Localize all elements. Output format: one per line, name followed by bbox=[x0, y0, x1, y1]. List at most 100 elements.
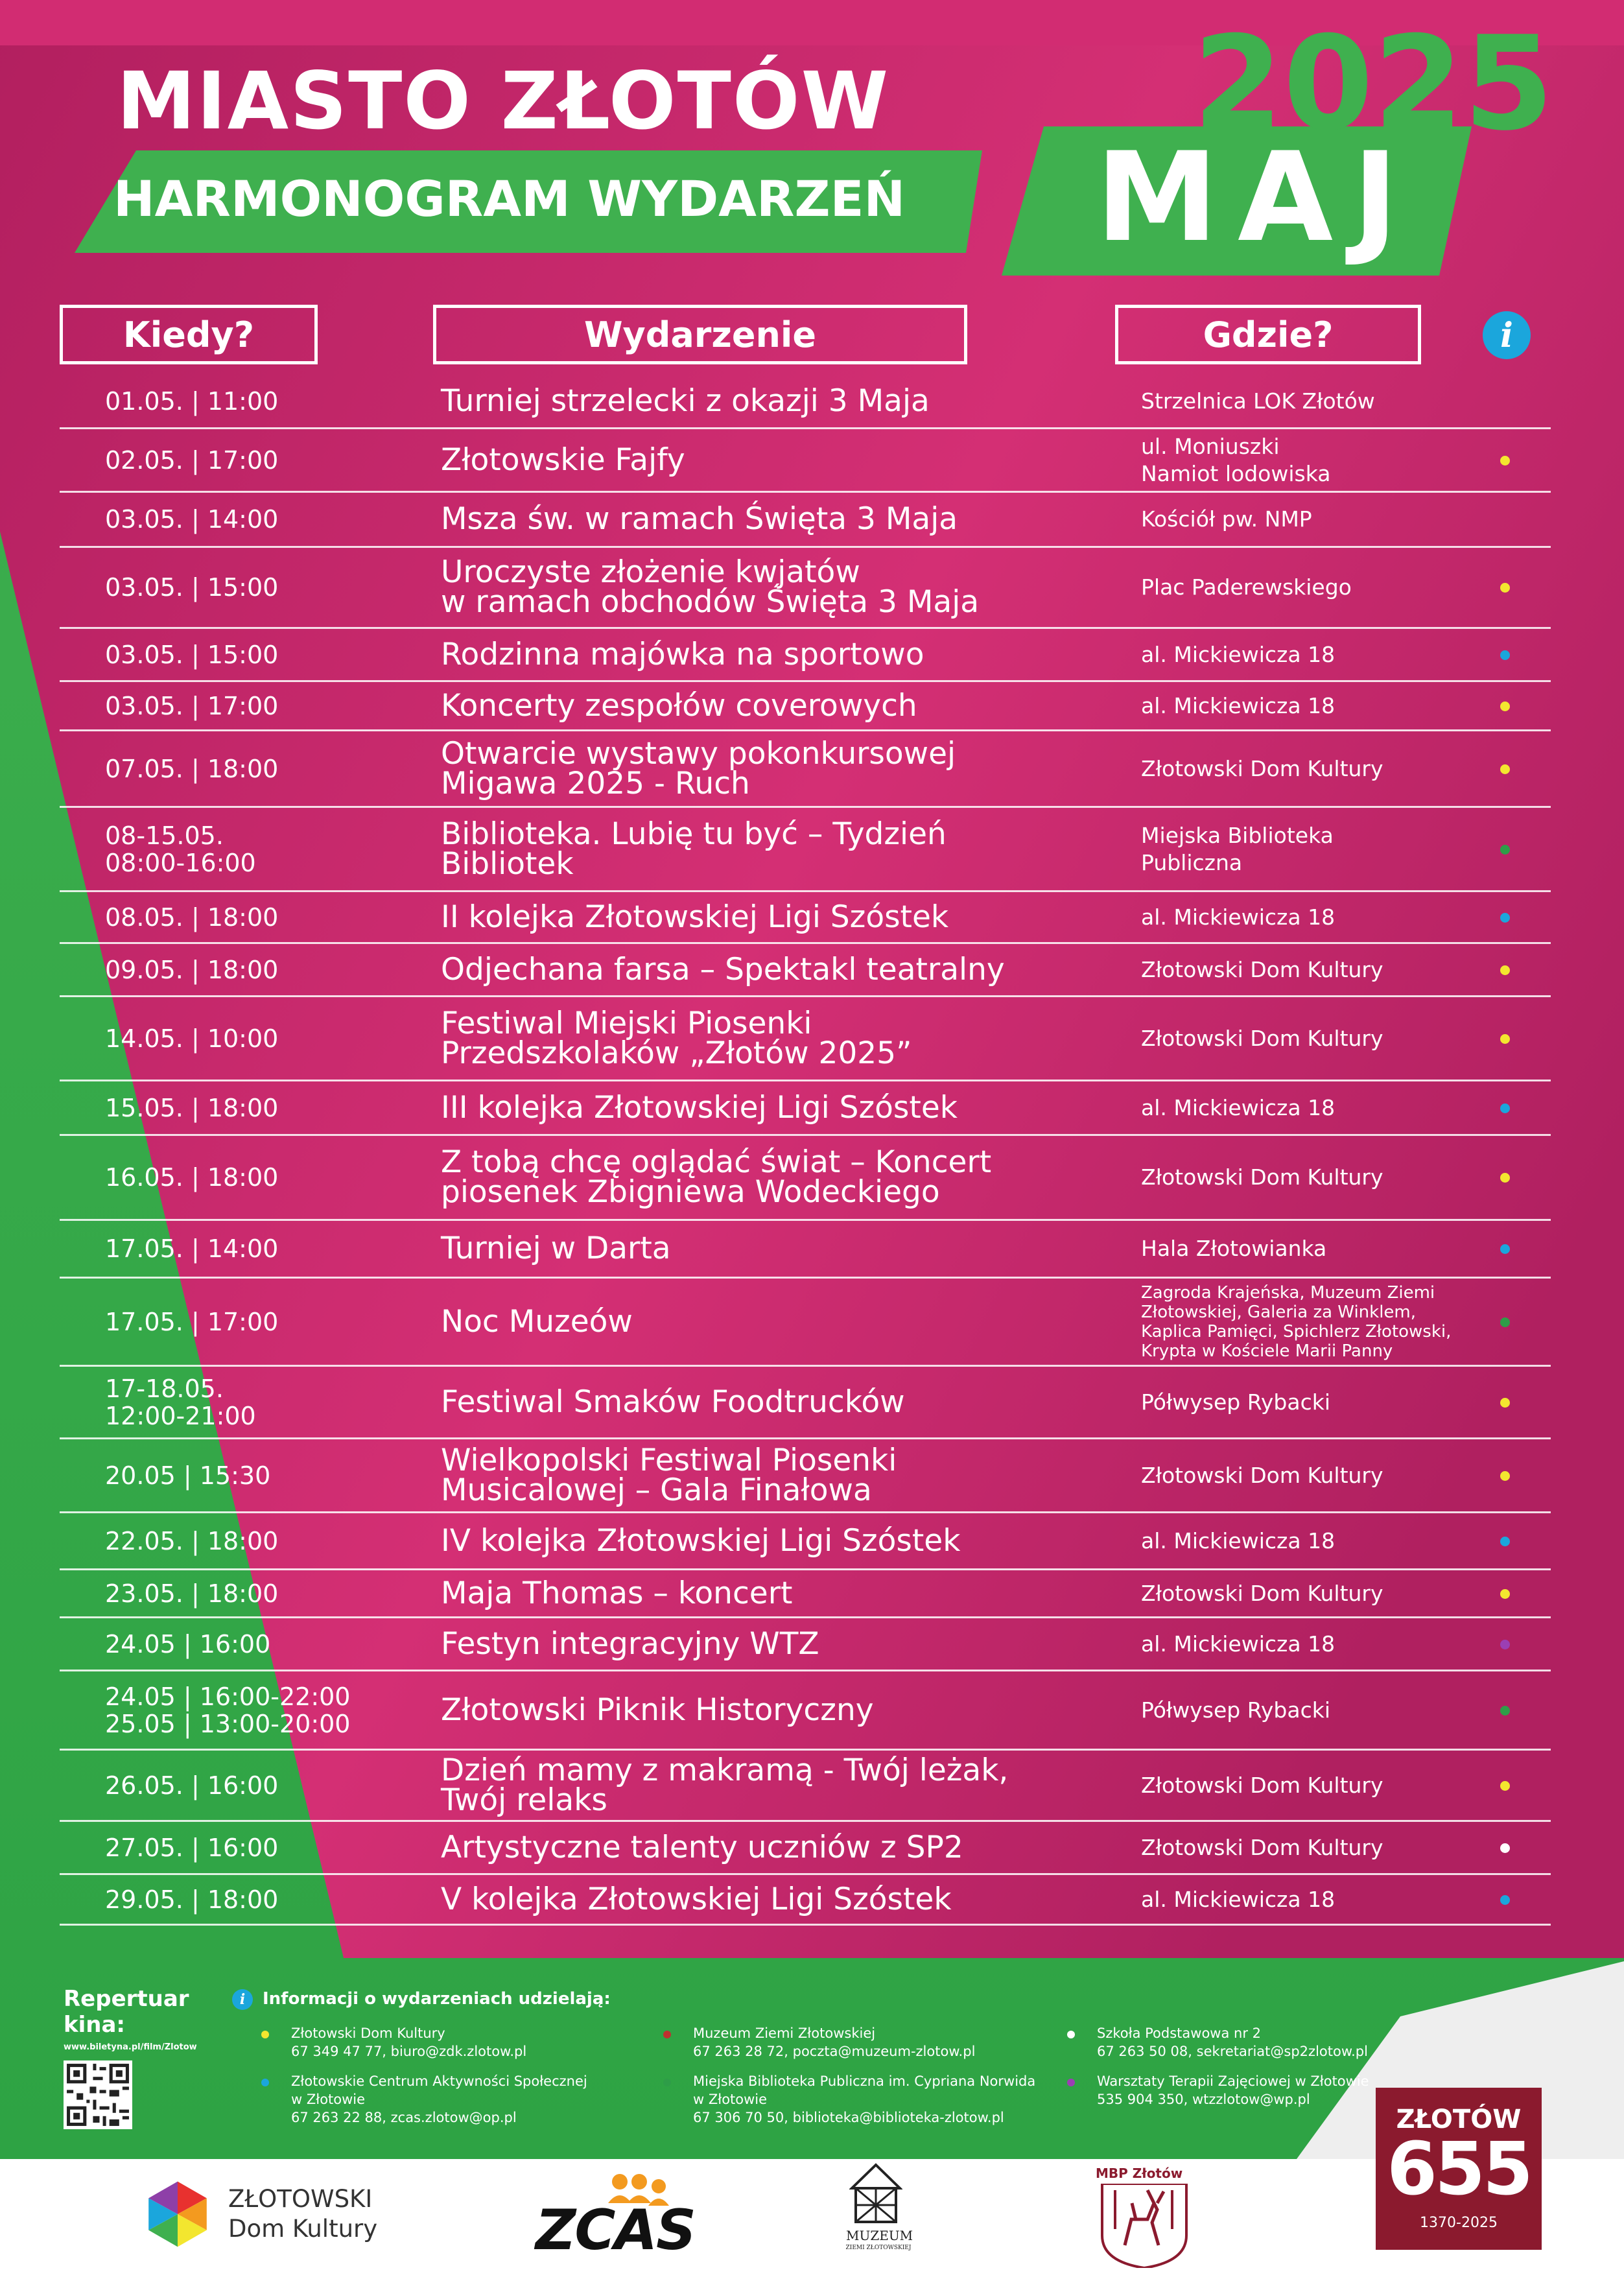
year-label: 2025 bbox=[1193, 8, 1554, 159]
organizer-dot-icon bbox=[1500, 1244, 1510, 1254]
event-date: 24.05 | 16:00 bbox=[105, 1629, 271, 1658]
table-row: 15.05. | 18:00 III kolejka Złotowskiej Li… bbox=[60, 1081, 1551, 1136]
table-row: 29.05. | 18:00 V kolejka Złotowskiej Ligi… bbox=[60, 1875, 1551, 1926]
event-name: Festyn integracyjny WTZ bbox=[441, 1625, 819, 1662]
event-name: Maja Thomas – koncert bbox=[441, 1575, 793, 1611]
zdk-logo-line1: ZŁOTOWSKI bbox=[228, 2185, 373, 2213]
contact-item: Warsztaty Terapii Zajęciowej w Złotowie 5… bbox=[1097, 2072, 1369, 2108]
event-name: Złotowski Piknik Historyczny bbox=[441, 1692, 874, 1728]
organizer-dot-icon bbox=[1500, 1317, 1510, 1327]
contact-dot-icon bbox=[663, 2031, 671, 2038]
event-date: 23.05. | 18:00 bbox=[105, 1579, 279, 1608]
event-name: Noc Muzeów bbox=[441, 1303, 633, 1340]
event-location: al. Mickiewicza 18 bbox=[1141, 641, 1336, 667]
table-row: 26.05. | 16:00 Dzień mamy z makramą - Twó… bbox=[60, 1751, 1551, 1822]
event-date: 17.05. | 14:00 bbox=[105, 1234, 279, 1263]
event-date: 17.05. | 17:00 bbox=[105, 1307, 279, 1336]
contact-details[interactable]: 67 263 22 88, zcas.zlotow@op.pl bbox=[291, 2110, 517, 2125]
event-location: Plac Paderewskiego bbox=[1141, 574, 1352, 600]
event-name: III kolejka Złotowskiej Ligi Szóstek bbox=[441, 1089, 958, 1126]
event-location: Złotowski Dom Kultury bbox=[1141, 755, 1383, 781]
contact-dot-icon bbox=[1067, 2031, 1075, 2038]
city-title: MIASTO ZŁOTÓW bbox=[117, 55, 890, 147]
organizer-dot-icon bbox=[1500, 1033, 1510, 1044]
table-row: 24.05 | 16:00 Festyn integracyjny WTZ al. … bbox=[60, 1618, 1551, 1671]
event-date: 03.05. | 17:00 bbox=[105, 691, 279, 720]
contact-name: Złotowskie Centrum Aktywności Społecznej… bbox=[291, 2073, 587, 2107]
event-name: V kolejka Złotowskiej Ligi Szóstek bbox=[441, 1881, 952, 1917]
event-name: Msza św. w ramach Święta 3 Maja bbox=[441, 501, 958, 537]
zlotow-655-logo: ZŁOTÓW 655 1370-2025 bbox=[1376, 2088, 1542, 2250]
organizer-dot-icon bbox=[1500, 764, 1510, 774]
event-date: 15.05. | 18:00 bbox=[105, 1093, 279, 1122]
table-row: 22.05. | 18:00 IV kolejka Złotowskiej Lig… bbox=[60, 1513, 1551, 1570]
organizer-dot-icon bbox=[1500, 1103, 1510, 1113]
museum-house-icon bbox=[849, 2163, 902, 2223]
museum-logo-line2: ZIEMI ZŁOTOWSKIEJ bbox=[845, 2245, 912, 2251]
contact-name: Muzeum Ziemi Złotowskiej bbox=[693, 2025, 876, 2041]
zcas-people-icon bbox=[608, 2174, 669, 2206]
contact-details[interactable]: 535 904 350, wtzzlotow@wp.pl bbox=[1097, 2092, 1310, 2107]
table-row: 02.05. | 17:00 Złotowskie Fajfy ul. Monius… bbox=[60, 429, 1551, 493]
contact-dot-icon bbox=[261, 2079, 269, 2086]
qr-code-icon[interactable] bbox=[64, 2060, 132, 2129]
event-name: Turniej w Darta bbox=[441, 1231, 671, 1266]
event-name: Otwarcie wystawy pokonkursowej Migawa 202… bbox=[441, 735, 956, 801]
event-location: Złotowski Dom Kultury bbox=[1141, 1580, 1383, 1606]
contact-item: Muzeum Ziemi Złotowskiej 67 263 28 72, po… bbox=[693, 2024, 975, 2060]
contact-name: Szkoła Podstawowa nr 2 bbox=[1097, 2025, 1261, 2041]
contact-details[interactable]: 67 349 47 77, biuro@zdk.zlotow.pl bbox=[291, 2044, 527, 2059]
organizer-dot-icon bbox=[1500, 1895, 1510, 1905]
contact-dot-icon bbox=[261, 2031, 269, 2038]
contact-details[interactable]: 67 263 50 08, sekretariat@sp2zlotow.pl bbox=[1097, 2044, 1368, 2059]
table-row: 20.05 | 15:30 Wielkopolski Festiwal Piose… bbox=[60, 1439, 1551, 1513]
column-header-when: Kiedy? bbox=[60, 305, 318, 364]
contact-name: Złotowski Dom Kultury bbox=[291, 2025, 445, 2041]
zcas-logo: ZCAS bbox=[535, 2198, 696, 2263]
event-location: Złotowski Dom Kultury bbox=[1141, 1462, 1383, 1488]
organizer-dot-icon bbox=[1500, 583, 1510, 593]
event-name: Festiwal Smaków Foodtrucków bbox=[441, 1384, 905, 1420]
event-name: Uroczyste złożenie kwjatów w ramach obcho… bbox=[441, 554, 980, 620]
table-row: 14.05. | 10:00 Festiwal Miejski Piosenki P… bbox=[60, 997, 1551, 1081]
event-location: Półwysep Rybacki bbox=[1141, 1697, 1330, 1723]
organizer-dot-icon bbox=[1500, 1470, 1510, 1481]
table-row: 03.05. | 15:00 Uroczyste złożenie kwjatów… bbox=[60, 548, 1551, 629]
event-date: 03.05. | 15:00 bbox=[105, 573, 279, 602]
z655-years: 1370-2025 bbox=[1420, 2215, 1498, 2231]
event-date: 03.05. | 14:00 bbox=[105, 505, 279, 534]
table-row: 03.05. | 15:00 Rodzinna majówka na sporto… bbox=[60, 629, 1551, 682]
event-date: 07.05. | 18:00 bbox=[105, 754, 279, 783]
organizer-dot-icon bbox=[1500, 1780, 1510, 1791]
event-location: Zagroda Krajeńska, Muzeum Ziemi Złotowski… bbox=[1141, 1282, 1452, 1361]
organizer-dot-icon bbox=[1500, 1173, 1510, 1183]
event-location: ul. Moniuszki Namiot lodowiska bbox=[1141, 433, 1331, 486]
event-date: 17-18.05. 12:00-21:00 bbox=[105, 1374, 256, 1430]
event-location: al. Mickiewicza 18 bbox=[1141, 904, 1336, 930]
table-row: 08-15.05. 08:00-16:00 Biblioteka. Lubię tu… bbox=[60, 808, 1551, 892]
contact-details[interactable]: 67 306 70 50, biblioteka@biblioteka-zlot… bbox=[693, 2110, 1004, 2125]
table-row: 07.05. | 18:00 Otwarcie wystawy pokonkurs… bbox=[60, 731, 1551, 808]
event-date: 01.05. | 11:00 bbox=[105, 386, 279, 416]
info-heading: Informacji o wydarzeniach udzielają: bbox=[263, 1989, 611, 2009]
event-name: Rodzinna majówka na sportowo bbox=[441, 636, 924, 672]
event-location: Miejska Biblioteka Publiczna bbox=[1141, 822, 1334, 875]
event-location: al. Mickiewicza 18 bbox=[1141, 1631, 1336, 1657]
organizer-dot-icon bbox=[1500, 1705, 1510, 1716]
contact-name: Warsztaty Terapii Zajęciowej w Złotowie bbox=[1097, 2073, 1369, 2089]
contact-dot-icon bbox=[1067, 2079, 1075, 2086]
contact-details[interactable]: 67 263 28 72, poczta@muzeum-zlotow.pl bbox=[693, 2044, 976, 2059]
event-location: al. Mickiewicza 18 bbox=[1141, 1094, 1336, 1120]
event-date: 20.05 | 15:30 bbox=[105, 1461, 271, 1490]
zdk-logo-icon bbox=[148, 2181, 207, 2247]
mbp-logo-label: MBP Złotów bbox=[1096, 2166, 1183, 2181]
event-location: Hala Złotowianka bbox=[1141, 1236, 1327, 1261]
zdk-logo-line2: Dom Kultury bbox=[228, 2215, 378, 2243]
event-name: Wielkopolski Festiwal Piosenki Musicalowe… bbox=[441, 1442, 897, 1508]
event-name: Z tobą chcę oglądać świat – Koncert piose… bbox=[441, 1144, 992, 1210]
event-name: Biblioteka. Lubię tu być – Tydzień Biblio… bbox=[441, 816, 947, 882]
cinema-repertoire-url[interactable]: www.biletyna.pl/film/Zlotow bbox=[64, 2042, 197, 2052]
organizer-dot-icon bbox=[1500, 912, 1510, 923]
organizer-dot-icon bbox=[1500, 455, 1510, 466]
event-date: 27.05. | 16:00 bbox=[105, 1833, 279, 1862]
